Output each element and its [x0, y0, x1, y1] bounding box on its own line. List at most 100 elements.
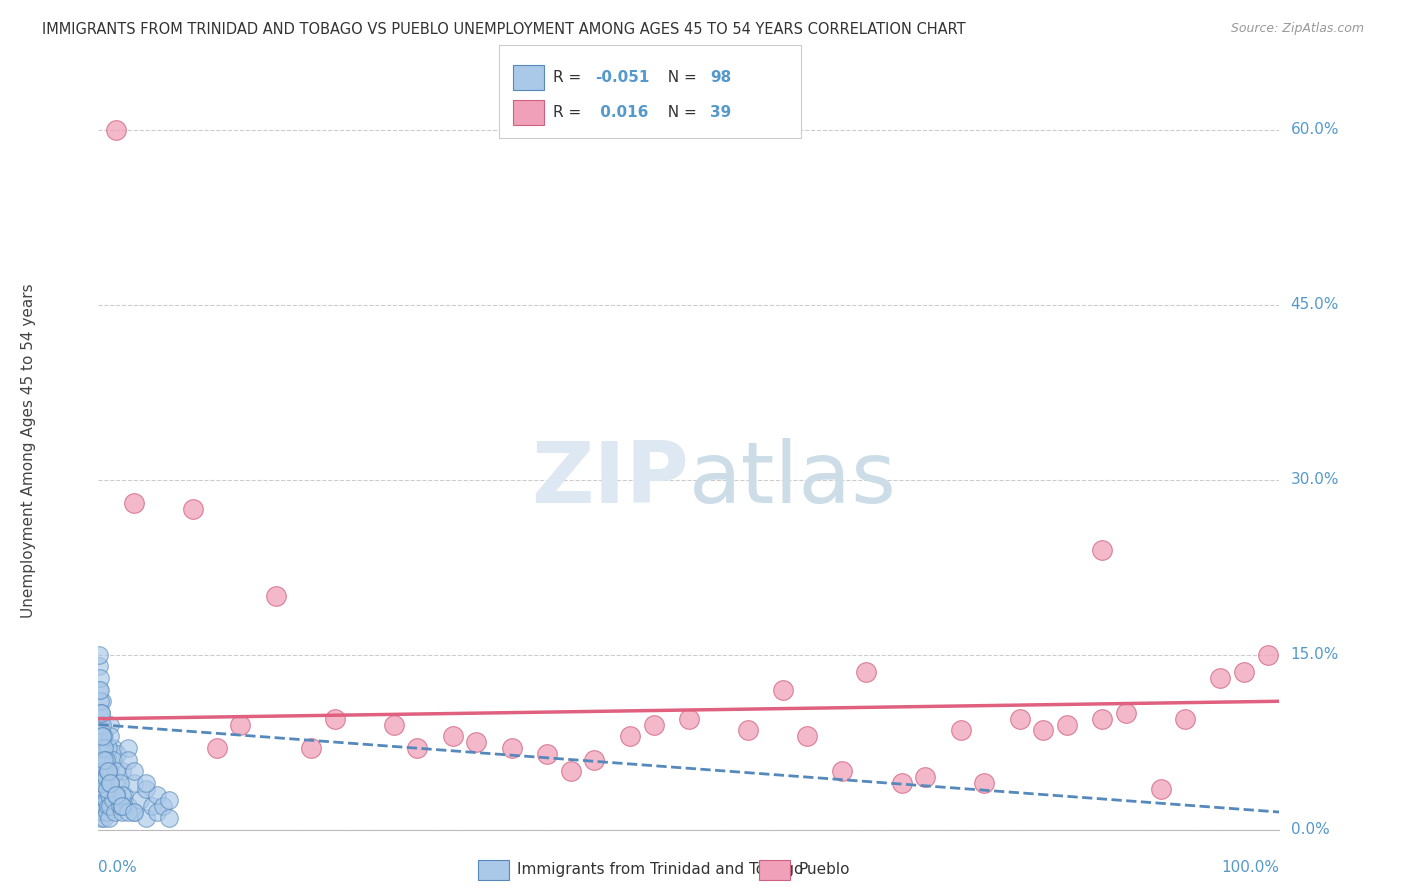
Point [94, 758, 117, 772]
Point [105, 788, 128, 802]
Point [146, 805, 169, 819]
Point [205, 740, 228, 755]
Point [465, 735, 488, 749]
Text: R =: R = [553, 70, 586, 85]
Point [1091, 712, 1114, 726]
Point [105, 788, 128, 802]
Point [89, 788, 111, 802]
Point [1056, 717, 1078, 731]
Point [299, 740, 322, 755]
Point [94, 793, 117, 807]
Point [89, 799, 111, 814]
Point [441, 729, 464, 743]
Point [111, 805, 134, 819]
Text: IMMIGRANTS FROM TRINIDAD AND TOBAGO VS PUEBLO UNEMPLOYMENT AMONG AGES 45 TO 54 Y: IMMIGRANTS FROM TRINIDAD AND TOBAGO VS P… [42, 22, 966, 37]
Text: R =: R = [553, 104, 586, 120]
Point [678, 712, 700, 726]
Point [93, 781, 115, 796]
Point [117, 753, 139, 767]
Point [89, 735, 111, 749]
Point [406, 740, 429, 755]
Point [87, 729, 110, 743]
Point [1091, 542, 1114, 557]
Point [104, 805, 127, 819]
Text: ZIP: ZIP [531, 438, 689, 521]
Point [111, 799, 134, 814]
Point [91, 799, 114, 814]
Point [96, 805, 118, 819]
Point [229, 717, 252, 731]
Point [89, 805, 111, 819]
Point [323, 712, 346, 726]
Point [737, 723, 759, 738]
Point [89, 671, 111, 685]
Point [583, 753, 606, 767]
Point [135, 781, 157, 796]
Text: 30.0%: 30.0% [1291, 472, 1339, 487]
Point [146, 788, 169, 802]
Point [90, 811, 112, 825]
Point [90, 706, 112, 720]
Point [643, 717, 665, 731]
Point [105, 122, 128, 136]
Point [122, 776, 145, 790]
Point [152, 799, 174, 814]
Text: atlas: atlas [689, 438, 897, 521]
Point [108, 799, 131, 814]
Point [111, 799, 134, 814]
Point [855, 665, 877, 679]
Point [117, 740, 139, 755]
Point [91, 729, 114, 743]
Point [87, 706, 110, 720]
Text: 98: 98 [710, 70, 731, 85]
Point [105, 747, 128, 761]
Point [101, 793, 124, 807]
Text: 0.0%: 0.0% [98, 860, 138, 875]
Point [98, 764, 121, 779]
Point [122, 764, 145, 779]
Point [97, 753, 120, 767]
Point [98, 788, 121, 802]
Text: -0.051: -0.051 [595, 70, 650, 85]
Point [264, 589, 287, 603]
Point [1032, 723, 1054, 738]
Text: 100.0%: 100.0% [1222, 860, 1279, 875]
Point [87, 799, 110, 814]
Point [91, 776, 114, 790]
Point [97, 799, 120, 814]
Point [619, 729, 641, 743]
Point [91, 747, 114, 761]
Text: Unemployment Among Ages 45 to 54 years: Unemployment Among Ages 45 to 54 years [21, 283, 37, 618]
Point [105, 788, 128, 802]
Point [98, 776, 121, 790]
Point [93, 753, 115, 767]
Point [157, 811, 180, 825]
Point [97, 764, 120, 779]
Point [98, 717, 121, 731]
Point [128, 793, 150, 807]
Point [111, 788, 134, 802]
Point [536, 747, 558, 761]
Point [91, 805, 114, 819]
Point [111, 764, 134, 779]
Point [1150, 781, 1173, 796]
Point [949, 723, 972, 738]
Point [105, 764, 128, 779]
Text: Pueblo: Pueblo [799, 863, 851, 877]
Text: Immigrants from Trinidad and Tobago: Immigrants from Trinidad and Tobago [517, 863, 804, 877]
Point [112, 788, 135, 802]
Text: 60.0%: 60.0% [1291, 122, 1339, 137]
Point [1209, 671, 1232, 685]
Point [122, 805, 145, 819]
Text: 0.0%: 0.0% [1291, 822, 1329, 837]
Point [97, 740, 120, 755]
Point [157, 793, 180, 807]
Point [89, 764, 111, 779]
Point [890, 776, 912, 790]
Point [90, 764, 112, 779]
Point [89, 717, 111, 731]
Point [89, 682, 111, 697]
Point [1233, 665, 1256, 679]
Point [94, 753, 117, 767]
Point [90, 706, 112, 720]
